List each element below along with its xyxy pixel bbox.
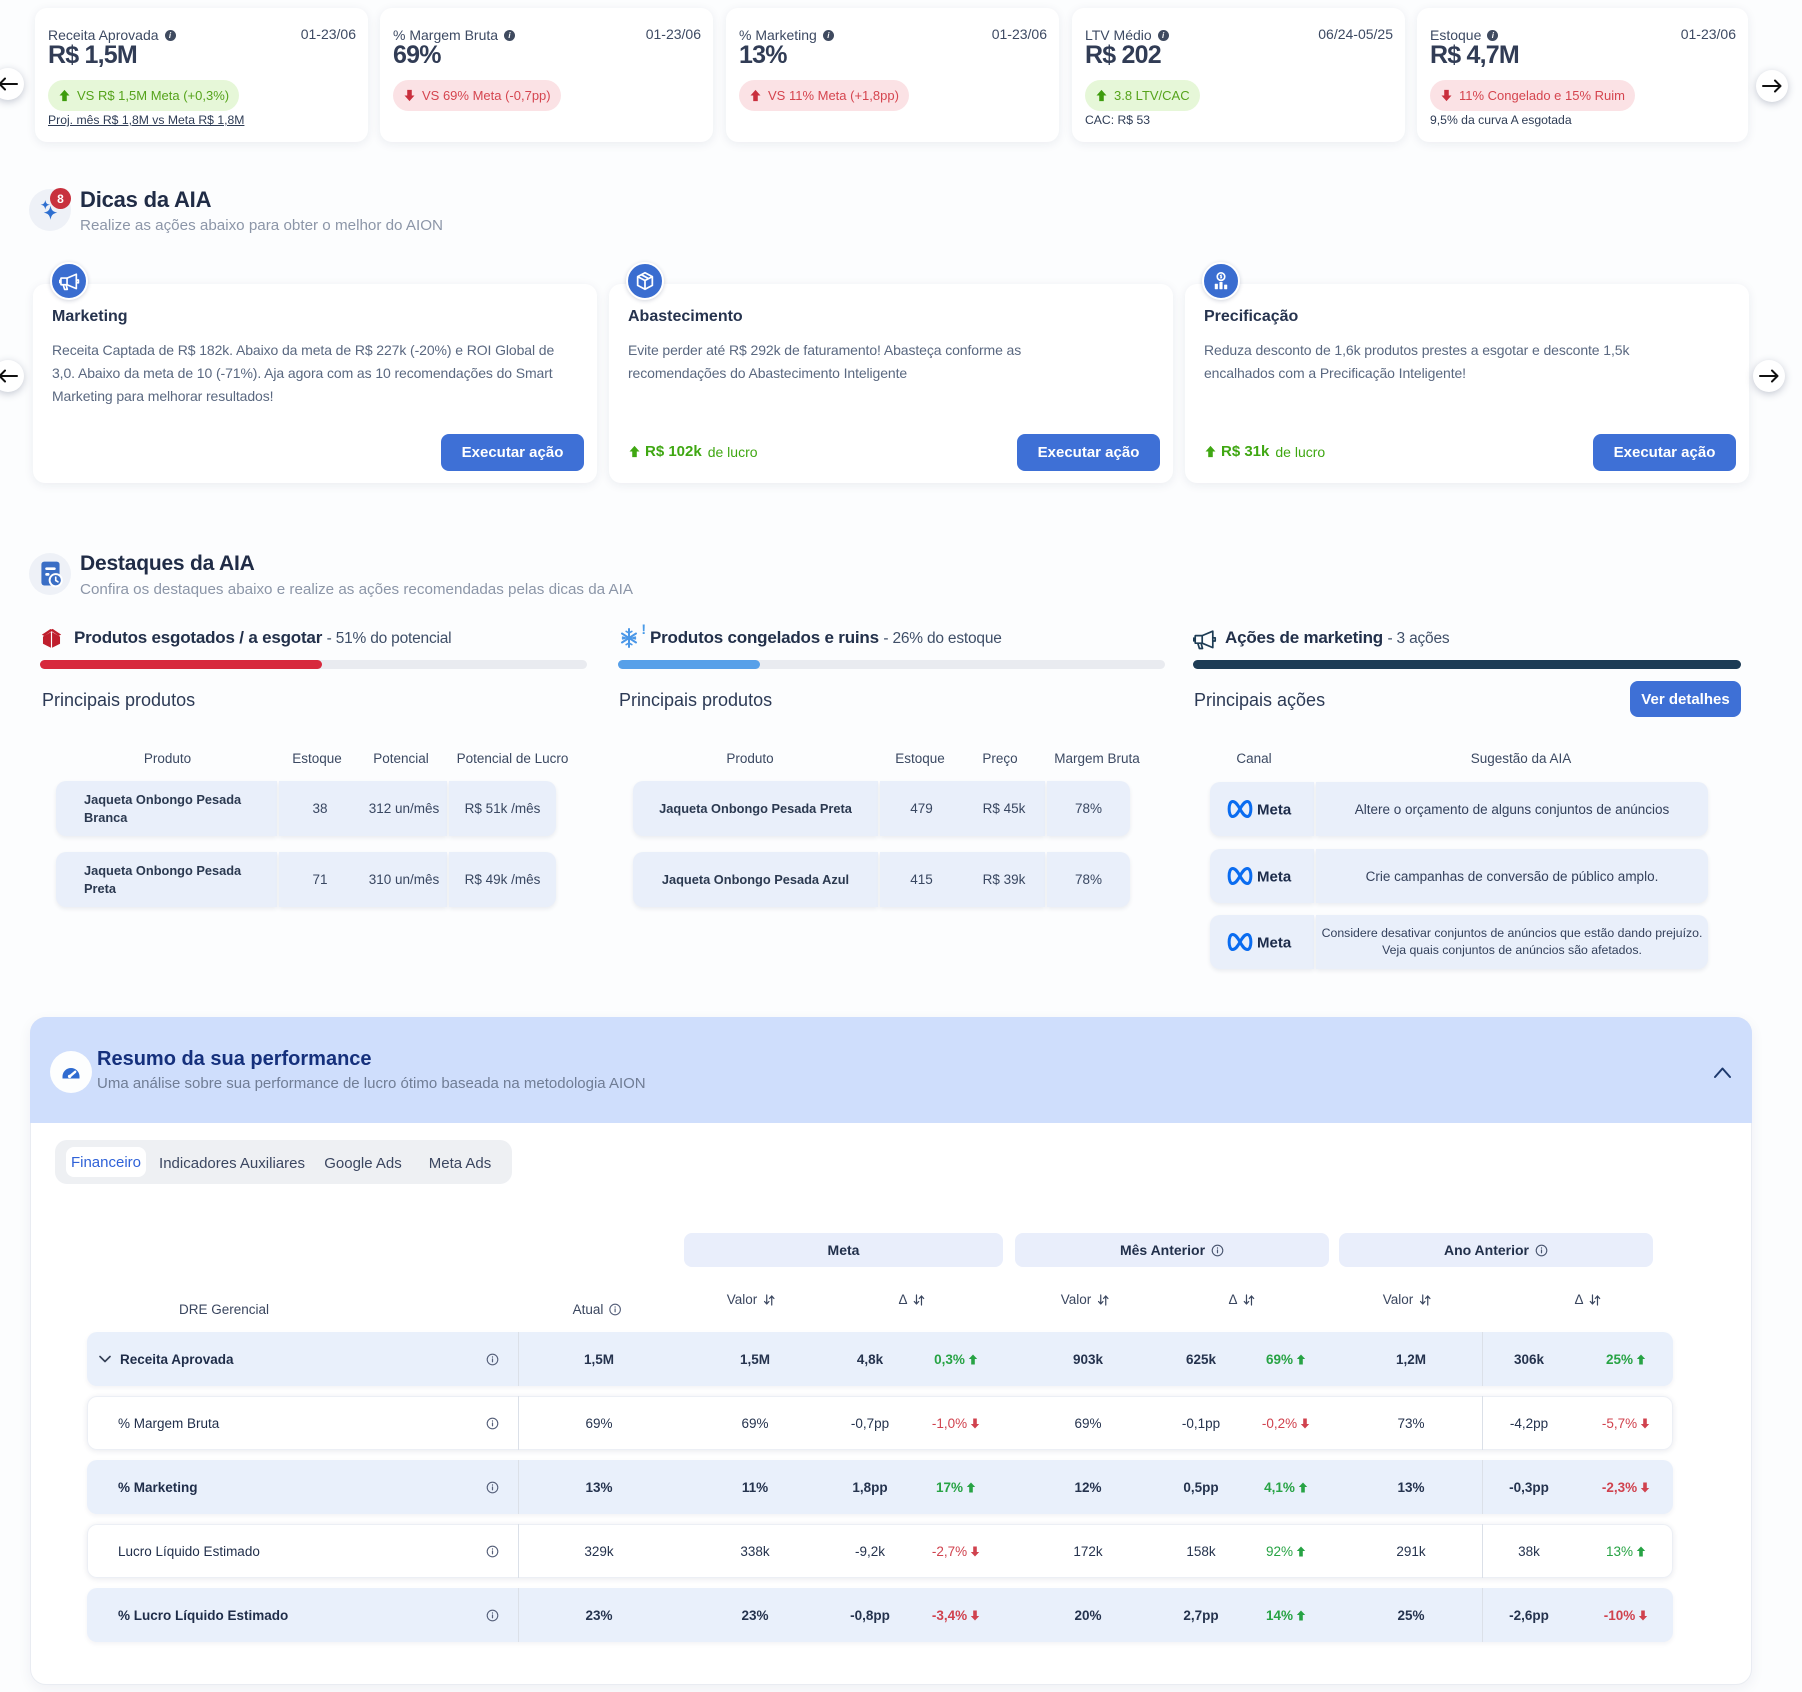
svg-text:Meta: Meta bbox=[1257, 802, 1292, 819]
svg-text:Meta: Meta bbox=[1257, 935, 1292, 952]
svg-text:Meta: Meta bbox=[1257, 869, 1292, 886]
